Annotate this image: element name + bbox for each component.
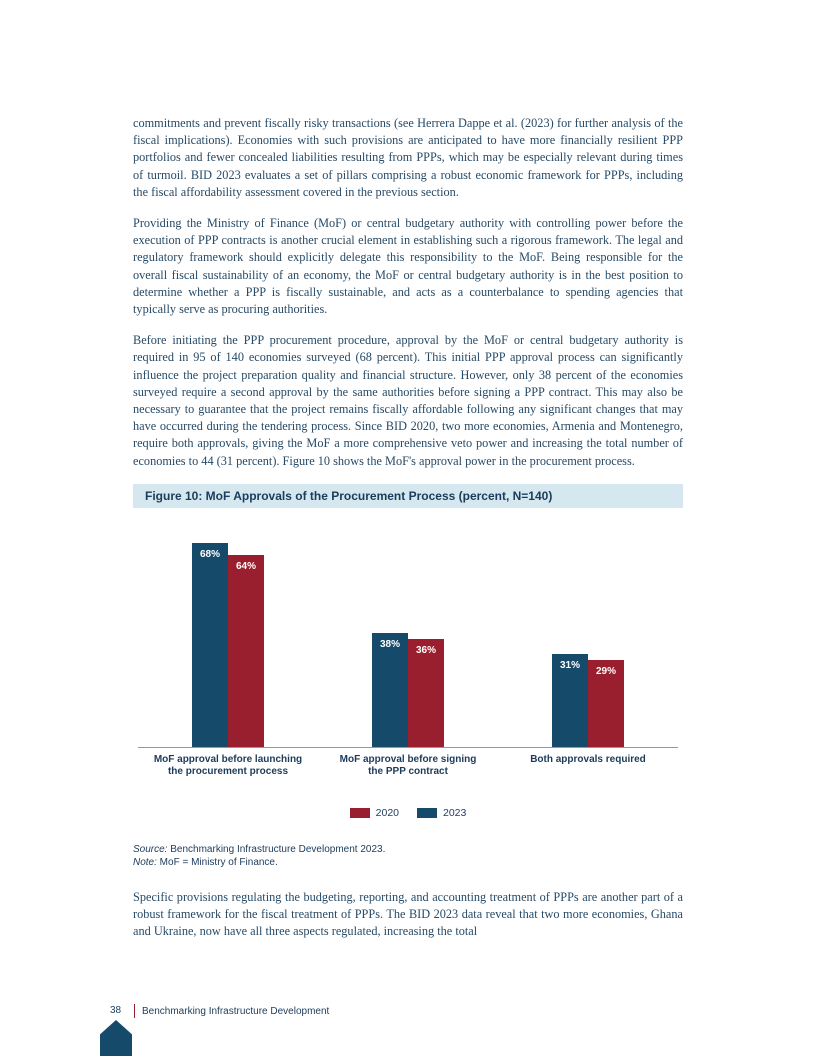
footer-ornament-icon xyxy=(100,1020,132,1056)
legend-swatch-2023 xyxy=(417,808,437,818)
source-label: Source: xyxy=(133,844,167,855)
bar-2020: 36% xyxy=(408,639,444,747)
bar-2023: 31% xyxy=(552,654,588,747)
bar-value-label: 38% xyxy=(372,639,408,650)
body-paragraph: commitments and prevent fiscally risky t… xyxy=(133,115,683,201)
bar-2023: 68% xyxy=(192,543,228,747)
bar-2020: 64% xyxy=(228,555,264,747)
legend-label: 2020 xyxy=(376,807,399,819)
page-footer: 38 Benchmarking Infrastructure Developme… xyxy=(0,992,816,1056)
bar-value-label: 36% xyxy=(408,645,444,656)
bar-group: 68%64% xyxy=(192,543,264,747)
note-text: MoF = Ministry of Finance. xyxy=(157,857,278,868)
legend-label: 2023 xyxy=(443,807,466,819)
bar-value-label: 64% xyxy=(228,561,264,572)
bar-group: 38%36% xyxy=(372,633,444,747)
legend-swatch-2020 xyxy=(350,808,370,818)
source-text: Benchmarking Infrastructure Development … xyxy=(167,844,385,855)
x-axis-label: MoF approval before launchingthe procure… xyxy=(148,754,308,779)
page-number: 38 xyxy=(110,1005,121,1016)
x-axis-label: Both approvals required xyxy=(508,754,668,779)
body-paragraph: Specific provisions regulating the budge… xyxy=(133,889,683,941)
note-label: Note: xyxy=(133,857,157,868)
figure-source-note: Source: Benchmarking Infrastructure Deve… xyxy=(133,843,683,869)
bar-value-label: 31% xyxy=(552,660,588,671)
bar-value-label: 29% xyxy=(588,666,624,677)
bar-2023: 38% xyxy=(372,633,408,747)
body-paragraph: Providing the Ministry of Finance (MoF) … xyxy=(133,215,683,318)
bar-group: 31%29% xyxy=(552,654,624,747)
x-axis-label: MoF approval before signingthe PPP contr… xyxy=(328,754,488,779)
bar-chart: 68%64% 38%36% 31%29% MoF approval before l… xyxy=(138,538,678,819)
bar-value-label: 68% xyxy=(192,549,228,560)
running-title: Benchmarking Infrastructure Development xyxy=(134,1004,329,1018)
body-paragraph: Before initiating the PPP procurement pr… xyxy=(133,332,683,470)
legend-item-2020: 2020 xyxy=(350,807,399,819)
figure-title: Figure 10: MoF Approvals of the Procurem… xyxy=(133,484,683,508)
bar-2020: 29% xyxy=(588,660,624,747)
legend-item-2023: 2023 xyxy=(417,807,466,819)
chart-legend: 2020 2023 xyxy=(138,807,678,819)
